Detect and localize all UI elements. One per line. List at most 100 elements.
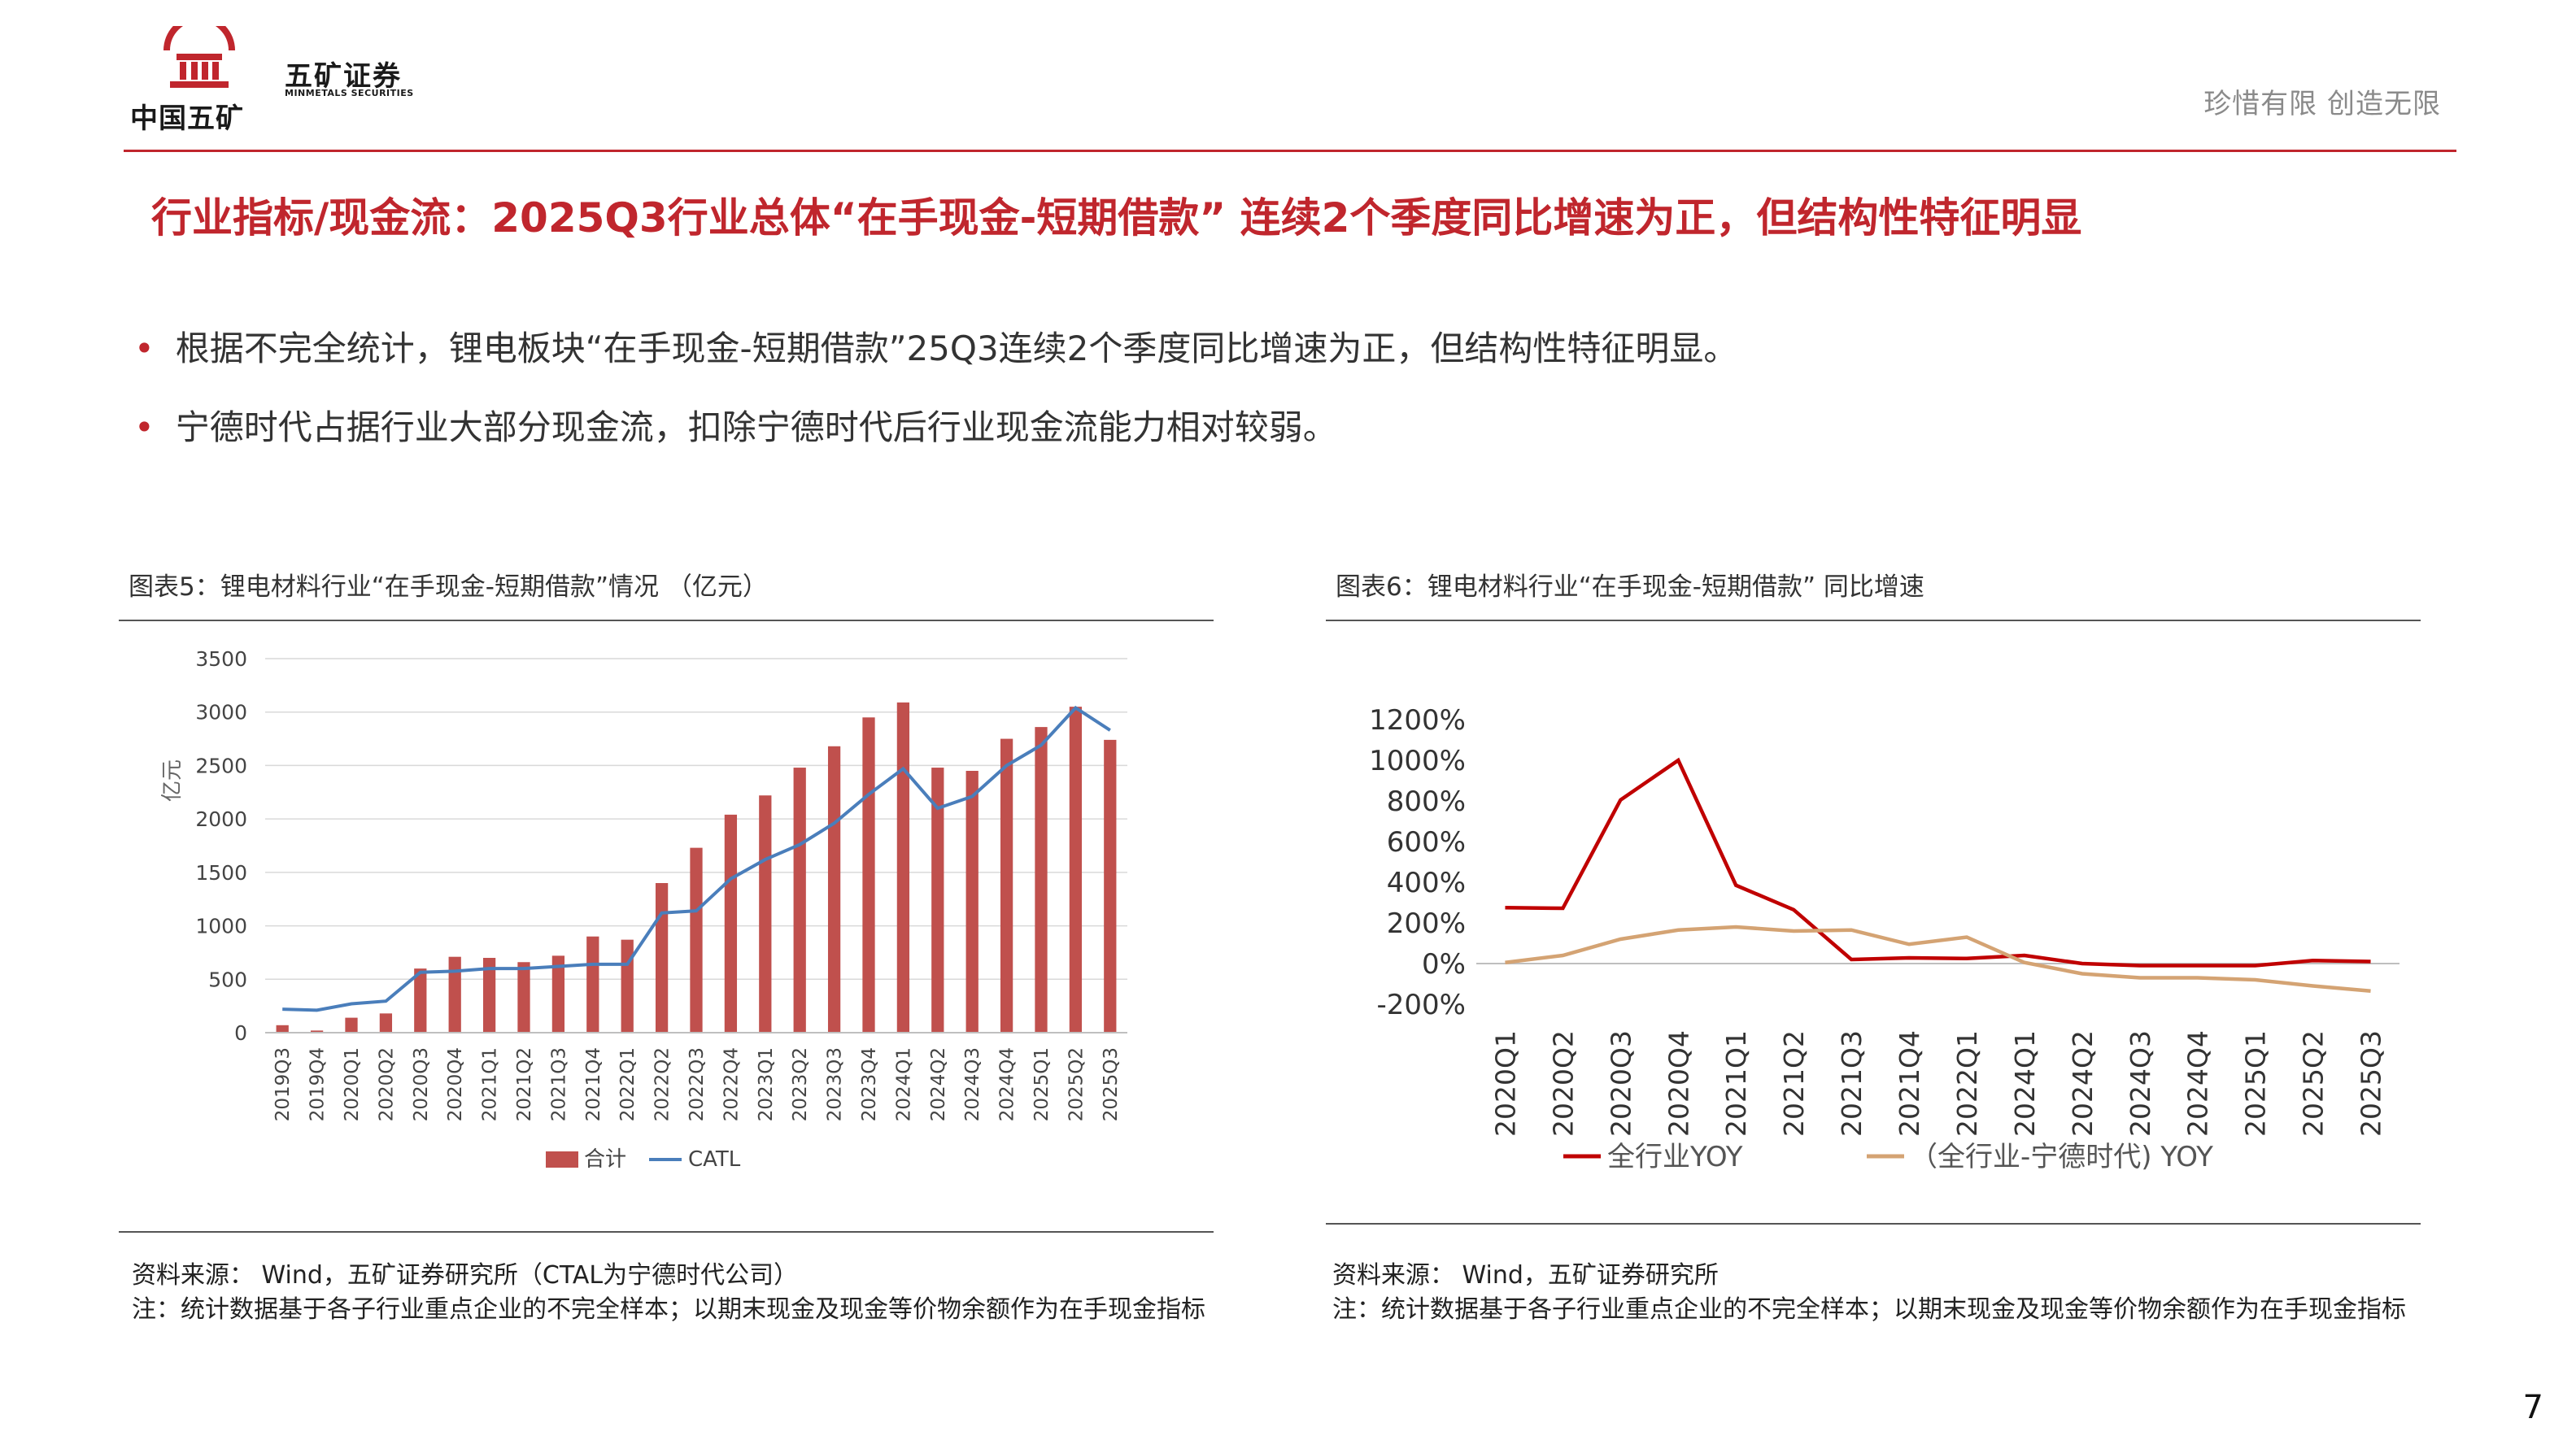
y-tick-label: 0 (234, 1021, 247, 1045)
bar (862, 717, 875, 1033)
page-number: 7 (2522, 1389, 2543, 1426)
page-title: 行业指标/现金流：2025Q3行业总体“在手现金-短期借款” 连续2个季度同比增… (151, 194, 2082, 242)
figure5-notes: 资料来源： Wind，五矿证券研究所（CTAL为宁德时代公司） 注：统计数据基于… (132, 1259, 1222, 1327)
figure6-note: 注：统计数据基于各子行业重点企业的不完全样本；以期末现金及现金等价物余额作为在手… (1332, 1295, 2406, 1324)
x-tick-label: 2022Q3 (686, 1047, 708, 1121)
x-tick-label: 2020Q2 (376, 1047, 397, 1121)
x-tick-label: 2020Q3 (1605, 1030, 1637, 1137)
bar (1000, 738, 1013, 1033)
y-tick-label: 3500 (195, 647, 247, 671)
bar (827, 746, 841, 1033)
x-tick-label: 2023Q1 (756, 1047, 777, 1121)
x-tick-label: 2020Q2 (1547, 1030, 1579, 1137)
bullet-text: 宁德时代占据行业大部分现金流，扣除宁德时代后行业现金流能力相对较弱。 (175, 407, 1337, 447)
y-tick-label: 1200% (1369, 704, 1466, 737)
x-tick-label: 2021Q1 (480, 1047, 501, 1121)
securities-name: 五矿证券 (285, 60, 402, 93)
figure5-source: 资料来源： Wind，五矿证券研究所（CTAL为宁德时代公司） (132, 1261, 799, 1290)
figure5-note: 注：统计数据基于各子行业重点企业的不完全样本；以期末现金及现金等价物余额作为在手… (132, 1295, 1205, 1324)
x-tick-label: 2023Q3 (825, 1047, 846, 1121)
company-name-cn: 中国五矿 (130, 102, 244, 135)
bar (1104, 739, 1117, 1033)
figure6-source: 资料来源： Wind，五矿证券研究所 (1332, 1261, 1719, 1290)
bullet-item: • 宁德时代占据行业大部分现金流，扣除宁德时代后行业现金流能力相对较弱。 (134, 400, 1337, 450)
y-tick-label: 200% (1387, 907, 1466, 940)
bar (896, 702, 910, 1033)
x-tick-label: 2020Q4 (1663, 1030, 1694, 1137)
yoy-all-line (1505, 757, 2371, 968)
bar (517, 962, 530, 1033)
y-tick-label: 0% (1422, 948, 1466, 981)
y-tick-label: 600% (1387, 826, 1466, 859)
figure5-title: 图表5：锂电材料行业“在手现金-短期借款”情况 （亿元） (129, 572, 768, 602)
bar (345, 1017, 358, 1033)
y-tick-label: -200% (1377, 989, 1466, 1021)
figure5-top-rule (119, 620, 1214, 621)
bar (586, 936, 599, 1033)
x-tick-label: 2021Q1 (1720, 1030, 1752, 1137)
x-tick-label: 2023Q2 (790, 1047, 811, 1121)
legend-label-catl: CATL (688, 1147, 741, 1172)
x-tick-label: 2019Q4 (307, 1047, 329, 1121)
x-tick-label: 2022Q2 (652, 1047, 673, 1121)
x-tick-label: 2020Q4 (445, 1047, 466, 1121)
bullet-text: 根据不完全统计，锂电板块“在手现金-短期借款”25Q3连续2个季度同比增速为正，… (175, 329, 1738, 368)
bar (379, 1013, 393, 1033)
figure6-title: 图表6：锂电材料行业“在手现金-短期借款” 同比增速 (1336, 572, 1924, 602)
x-tick-label: 2024Q4 (997, 1047, 1018, 1121)
x-tick-label: 2024Q2 (928, 1047, 949, 1121)
y-tick-label: 1000 (195, 915, 247, 938)
legend-label-total: 合计 (584, 1147, 626, 1172)
x-tick-label: 2025Q1 (1031, 1047, 1053, 1121)
header-divider (124, 150, 2456, 152)
figure6-bottom-rule (1326, 1223, 2421, 1225)
y-tick-label: 2000 (195, 807, 247, 831)
bullet-dot-icon: • (134, 329, 155, 368)
x-tick-label: 2022Q1 (1951, 1030, 1983, 1137)
bullet-dot-icon: • (134, 407, 155, 447)
x-tick-label: 2025Q3 (1101, 1047, 1122, 1121)
y-tick-label: 400% (1387, 867, 1466, 899)
x-tick-label: 2020Q3 (411, 1047, 432, 1121)
figure6-notes: 资料来源： Wind，五矿证券研究所 注：统计数据基于各子行业重点企业的不完全样… (1332, 1259, 2471, 1327)
x-tick-label: 2023Q4 (859, 1047, 880, 1121)
minmetals-logo-icon (163, 26, 235, 88)
bar (655, 883, 669, 1033)
x-tick-label: 2025Q2 (1066, 1047, 1087, 1121)
figure5-bottom-rule (119, 1231, 1214, 1233)
y-tick-label: 3000 (195, 701, 247, 724)
bar (690, 847, 703, 1033)
x-tick-label: 2024Q1 (893, 1047, 914, 1121)
bar (551, 955, 565, 1033)
x-tick-label: 2021Q2 (514, 1047, 535, 1121)
x-tick-label: 2020Q1 (342, 1047, 363, 1121)
bar (482, 958, 496, 1033)
x-tick-label: 2025Q1 (2240, 1030, 2272, 1137)
bar (1035, 727, 1048, 1033)
bullet-item: • 根据不完全统计，锂电板块“在手现金-短期借款”25Q3连续2个季度同比增速为正… (134, 321, 1737, 371)
y-tick-label: 800% (1387, 785, 1466, 818)
y-tick-label: 1000% (1369, 745, 1466, 777)
slogan: 珍惜有限 创造无限 (2203, 88, 2441, 120)
bar (414, 968, 427, 1033)
legend-label-yoy-ex-catl: （全行业-宁德时代) YOY (1910, 1141, 2213, 1173)
x-tick-label: 2024Q3 (2125, 1030, 2156, 1137)
x-tick-label: 2021Q4 (583, 1047, 604, 1121)
x-tick-label: 2021Q4 (1894, 1030, 1925, 1137)
yoy-ex-catl-line (1505, 925, 2371, 993)
legend-swatch-total (546, 1151, 578, 1168)
x-tick-label: 2025Q2 (2298, 1030, 2330, 1137)
bar (1069, 707, 1083, 1033)
bar (621, 939, 634, 1033)
x-tick-label: 2025Q3 (2356, 1030, 2387, 1137)
x-tick-label: 2024Q4 (2182, 1030, 2214, 1137)
x-tick-label: 2024Q1 (2009, 1030, 2041, 1137)
x-tick-label: 2021Q3 (1836, 1030, 1868, 1137)
bar (793, 768, 806, 1033)
legend-label-yoy-all: 全行业YOY (1607, 1141, 1743, 1173)
x-tick-label: 2020Q1 (1489, 1030, 1521, 1137)
x-tick-label: 2021Q2 (1778, 1030, 1810, 1137)
x-tick-label: 2019Q3 (272, 1047, 294, 1121)
bar (448, 956, 461, 1033)
securities-name-en: MINMETALS SECURITIES (285, 88, 414, 98)
